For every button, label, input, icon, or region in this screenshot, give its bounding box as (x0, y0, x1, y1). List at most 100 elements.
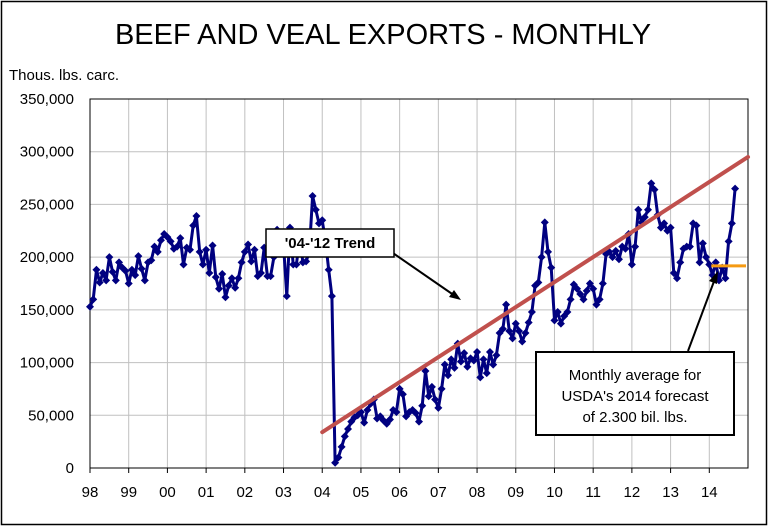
data-point (121, 266, 130, 275)
data-point (482, 369, 491, 378)
y-tick-label: 100,000 (20, 355, 74, 372)
data-point (221, 293, 230, 302)
data-point (692, 221, 701, 230)
forecast-note-line-3: of 2.300 bil. lbs. (582, 409, 687, 426)
data-point (527, 307, 536, 316)
trend-label: '04-'12 Trend (285, 235, 376, 252)
data-point (124, 279, 133, 288)
x-axis-ticks: 98 99 00 01 02 03 04 05 06 07 08 09 10 11 12 13 14 (82, 468, 718, 501)
data-point (540, 218, 549, 227)
data-point (424, 392, 433, 401)
plot-area (89, 98, 749, 469)
data-point (524, 318, 533, 327)
x-tick-label: 00 (159, 484, 176, 501)
data-point (505, 326, 514, 335)
x-tick-label: 14 (701, 484, 718, 501)
data-point (492, 351, 501, 360)
data-point (666, 223, 675, 232)
data-point (537, 253, 546, 262)
data-point (434, 403, 443, 412)
data-point (360, 418, 369, 427)
data-point (115, 258, 124, 267)
x-tick-label: 02 (236, 484, 253, 501)
data-point (331, 458, 340, 467)
data-point (147, 256, 156, 265)
data-point (89, 295, 98, 304)
y-tick-label: 50,000 (28, 407, 74, 424)
data-point (427, 382, 436, 391)
data-point (698, 239, 707, 248)
data-point (231, 283, 240, 292)
data-point (576, 290, 585, 299)
data-point (202, 245, 211, 254)
data-point (598, 279, 607, 288)
data-point (176, 234, 185, 243)
data-point (185, 245, 194, 254)
data-point (224, 281, 233, 290)
data-point (153, 247, 162, 256)
data-point (544, 247, 553, 256)
x-tick-label: 09 (507, 484, 524, 501)
data-point (208, 241, 217, 250)
data-point (534, 278, 543, 287)
data-point (621, 244, 630, 253)
data-point (250, 245, 259, 254)
trend-label-box (265, 228, 395, 258)
data-point (102, 276, 111, 285)
data-point (508, 334, 517, 343)
data-point (463, 362, 472, 371)
x-tick-label: 07 (430, 484, 447, 501)
data-point (550, 316, 559, 325)
data-point (673, 274, 682, 283)
series-layer (86, 179, 740, 467)
data-point (640, 213, 649, 222)
data-point (431, 395, 440, 404)
data-point (685, 242, 694, 251)
forecast-callout-arrow (687, 275, 717, 352)
data-point (324, 265, 333, 274)
x-tick-label: 99 (120, 484, 137, 501)
data-point (173, 242, 182, 251)
data-point (721, 274, 730, 283)
trend-layer (320, 154, 750, 435)
forecast-note-callout: Monthly average for USDA's 2014 forecast… (535, 271, 735, 436)
data-point (308, 191, 317, 200)
data-point (256, 268, 265, 277)
data-point (547, 263, 556, 272)
data-point (166, 237, 175, 246)
x-tick-label: 01 (198, 484, 215, 501)
data-point (440, 360, 449, 369)
trend-callout-arrowhead (449, 290, 461, 300)
data-point (415, 417, 423, 426)
data-point (363, 406, 372, 415)
data-point (489, 360, 498, 369)
data-point (450, 363, 459, 372)
data-point (476, 373, 485, 382)
data-point (198, 260, 207, 269)
data-point (137, 264, 146, 273)
data-point (211, 273, 220, 282)
x-tick-label: 10 (546, 484, 563, 501)
data-point (340, 432, 349, 441)
data-point (592, 300, 601, 309)
data-point (627, 260, 636, 269)
data-point (650, 185, 659, 194)
data-point (727, 219, 736, 228)
x-tick-label: 11 (585, 484, 601, 501)
data-point (556, 319, 565, 328)
y-tick-label: 250,000 (20, 196, 74, 213)
y-axis-ticks: 0 50,000 100,000 150,000 200,000 250,000 300,0… (20, 91, 74, 477)
data-point (398, 390, 407, 399)
data-point (244, 240, 253, 249)
data-point (724, 237, 733, 246)
data-point (521, 329, 530, 338)
data-point (631, 242, 640, 251)
x-tick-label: 98 (82, 484, 99, 501)
x-tick-label: 13 (662, 484, 679, 501)
data-point (302, 257, 311, 266)
data-point (702, 253, 711, 262)
data-point (647, 179, 656, 188)
data-point (292, 260, 301, 269)
data-point (327, 292, 336, 301)
